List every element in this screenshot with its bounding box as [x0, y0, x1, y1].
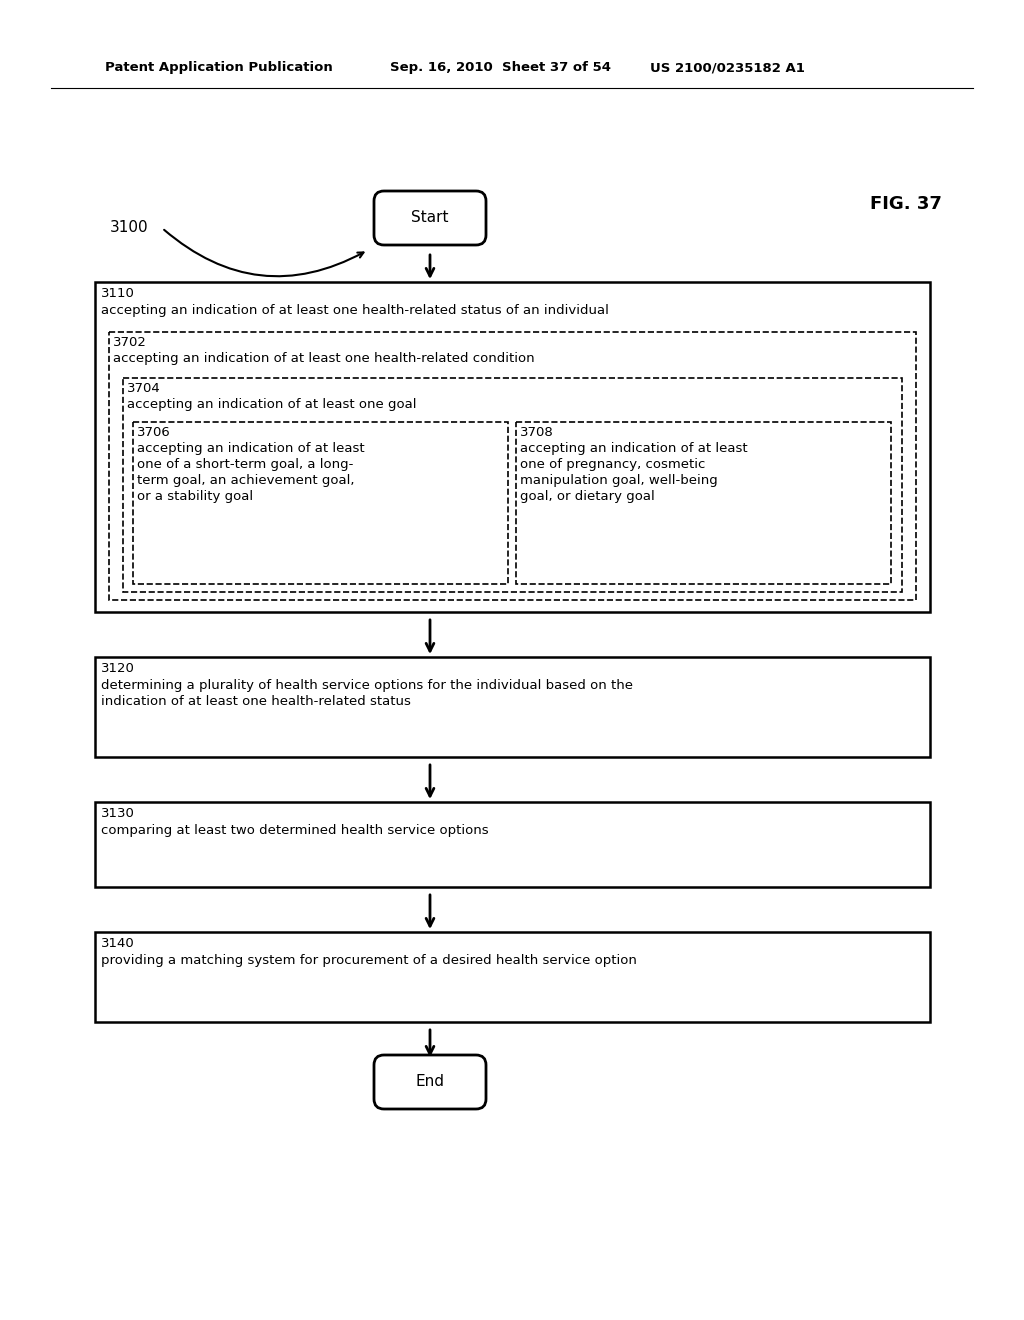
- Bar: [109, 333, 916, 601]
- Text: or a stability goal: or a stability goal: [137, 490, 253, 503]
- Text: accepting an indication of at least one goal: accepting an indication of at least one …: [127, 399, 417, 411]
- Text: 3140: 3140: [101, 937, 135, 950]
- Bar: [95, 803, 930, 887]
- Text: 3708: 3708: [520, 426, 554, 440]
- Text: 3110: 3110: [101, 286, 135, 300]
- Bar: [95, 282, 930, 612]
- FancyBboxPatch shape: [374, 1055, 486, 1109]
- Text: term goal, an achievement goal,: term goal, an achievement goal,: [137, 474, 354, 487]
- Text: manipulation goal, well-being: manipulation goal, well-being: [520, 474, 718, 487]
- Text: providing a matching system for procurement of a desired health service option: providing a matching system for procurem…: [101, 954, 637, 968]
- Text: 3130: 3130: [101, 807, 135, 820]
- Text: indication of at least one health-related status: indication of at least one health-relate…: [101, 696, 411, 708]
- Text: Start: Start: [412, 210, 449, 226]
- Text: US 2100/0235182 A1: US 2100/0235182 A1: [650, 62, 805, 74]
- FancyBboxPatch shape: [374, 191, 486, 246]
- Bar: [123, 378, 902, 591]
- Text: Patent Application Publication: Patent Application Publication: [105, 62, 333, 74]
- Text: accepting an indication of at least: accepting an indication of at least: [137, 442, 365, 455]
- Text: one of a short-term goal, a long-: one of a short-term goal, a long-: [137, 458, 353, 471]
- Text: 3702: 3702: [113, 337, 146, 348]
- Text: Sep. 16, 2010  Sheet 37 of 54: Sep. 16, 2010 Sheet 37 of 54: [390, 62, 611, 74]
- Text: 3706: 3706: [137, 426, 171, 440]
- Bar: [516, 422, 891, 583]
- Text: 3120: 3120: [101, 663, 135, 675]
- Text: goal, or dietary goal: goal, or dietary goal: [520, 490, 654, 503]
- Text: comparing at least two determined health service options: comparing at least two determined health…: [101, 824, 488, 837]
- Text: FIG. 37: FIG. 37: [870, 195, 942, 213]
- Bar: [133, 422, 508, 583]
- Text: 3704: 3704: [127, 381, 161, 395]
- Text: determining a plurality of health service options for the individual based on th: determining a plurality of health servic…: [101, 678, 633, 692]
- Text: accepting an indication of at least one health-related status of an individual: accepting an indication of at least one …: [101, 304, 609, 317]
- Bar: [95, 932, 930, 1022]
- Bar: [95, 657, 930, 756]
- Text: accepting an indication of at least one health-related condition: accepting an indication of at least one …: [113, 352, 535, 366]
- Text: 3100: 3100: [110, 220, 148, 235]
- Text: End: End: [416, 1074, 444, 1089]
- Text: one of pregnancy, cosmetic: one of pregnancy, cosmetic: [520, 458, 706, 471]
- Text: accepting an indication of at least: accepting an indication of at least: [520, 442, 748, 455]
